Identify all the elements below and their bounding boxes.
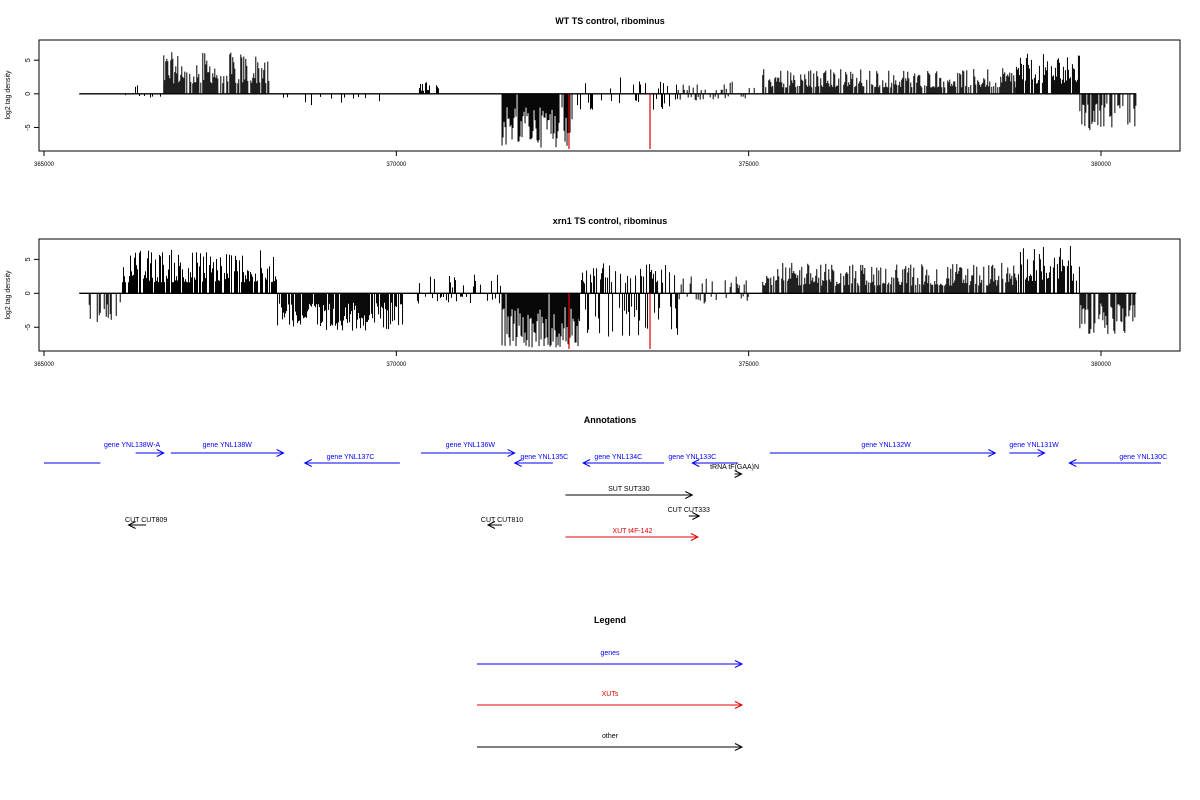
annotation-arrow-head bbox=[692, 512, 701, 520]
track-xrn1-ytick-label: 0 bbox=[25, 291, 32, 295]
track-xrn1-frame bbox=[38, 238, 1181, 352]
track-wt-xtick-label: 375000 bbox=[739, 162, 760, 168]
annotation-feature: CUT CUT333 bbox=[668, 507, 710, 520]
track-wt-ytick-label: 5 bbox=[25, 58, 32, 62]
annotation-feature: CUT CUT810 bbox=[481, 517, 523, 529]
annotation-arrow-head bbox=[988, 449, 997, 457]
annotation-label: gene YNL138W bbox=[203, 442, 253, 449]
track-xrn1-title: xrn1 TS control, ribominus bbox=[553, 216, 668, 226]
annotation-feature: XUT t4F-142 bbox=[565, 528, 700, 541]
legend-arrow-head bbox=[734, 743, 744, 751]
track-xrn1-xtick-label: 365000 bbox=[34, 362, 55, 368]
annotation-arrow-head bbox=[690, 533, 700, 541]
track-wt-bars bbox=[125, 52, 1137, 148]
annotation-feature: gene YNL137C bbox=[303, 454, 400, 467]
track-wt-ytick-label: -5 bbox=[25, 124, 32, 130]
annotation-arrow-head bbox=[691, 459, 700, 467]
annotation-label: CUT CUT809 bbox=[125, 517, 167, 524]
annotations-title: Annotations bbox=[584, 415, 637, 425]
annotation-feature: gene YNL131W bbox=[1009, 442, 1059, 457]
annotation-label: gene YNL136W bbox=[446, 442, 496, 449]
annotation-arrow-head bbox=[513, 459, 522, 467]
annotation-arrow-head bbox=[276, 449, 285, 457]
track-xrn1-ylabel: log2 tag density bbox=[5, 270, 12, 320]
annotation-feature: gene YNL136W bbox=[420, 442, 516, 457]
annotation-arrow-head bbox=[1037, 449, 1046, 457]
track-wt-xtick-label: 380000 bbox=[1091, 162, 1112, 168]
track-wt-xtick-label: 370000 bbox=[386, 162, 407, 168]
track-xrn1-bars bbox=[88, 245, 1136, 348]
annotation-arrow-head bbox=[734, 470, 743, 478]
annotation-label: CUT CUT810 bbox=[481, 517, 523, 524]
annotation-arrow-head bbox=[1068, 459, 1077, 467]
annotation-feature: gene YNL133C bbox=[668, 454, 739, 467]
track-xrn1: xrn1 TS control, ribominus log2 tag dens… bbox=[5, 216, 1181, 368]
annotation-feature: tRNA tF(GAA)N bbox=[710, 464, 759, 478]
annotation-arrow-head bbox=[156, 449, 165, 457]
track-xrn1-xtick-label: 375000 bbox=[739, 362, 760, 368]
legend-label: other bbox=[602, 733, 619, 740]
track-wt-xtick-label: 365000 bbox=[34, 162, 55, 168]
annotation-label: gene YNL137C bbox=[327, 454, 375, 461]
annotation-label: gene YNL130C bbox=[1119, 454, 1167, 461]
legend-arrow-head bbox=[734, 660, 744, 668]
annotations-panel: Annotations gene YNL138W-A gene YNL138W ge… bbox=[44, 415, 1167, 541]
legend-entry-xuts: XUTs bbox=[477, 691, 744, 709]
legend-title: Legend bbox=[594, 615, 626, 625]
legend-label: genes bbox=[600, 650, 620, 657]
track-wt-ytick-label: 0 bbox=[25, 92, 32, 96]
track-xrn1-ytick-label: -5 bbox=[25, 324, 32, 330]
annotation-label: XUT t4F-142 bbox=[612, 528, 652, 535]
legend-entry-other: other bbox=[477, 733, 744, 751]
annotation-label: tRNA tF(GAA)N bbox=[710, 464, 759, 471]
track-xrn1-ytick-label: 5 bbox=[25, 257, 32, 261]
annotation-label: gene YNL135C bbox=[520, 454, 568, 461]
track-wt-title: WT TS control, ribominus bbox=[555, 16, 665, 26]
annotation-label: gene YNL132W bbox=[861, 442, 911, 449]
annotation-label: CUT CUT333 bbox=[668, 507, 710, 514]
annotation-feature: gene YNL138W-A bbox=[104, 442, 165, 457]
annotation-feature: gene YNL132W bbox=[769, 442, 997, 457]
track-wt-frame bbox=[38, 39, 1181, 152]
annotation-arrow-head bbox=[581, 459, 591, 467]
annotation-arrow-head bbox=[507, 449, 516, 457]
annotation-feature: gene YNL134C bbox=[581, 454, 665, 467]
legend-arrow-head bbox=[734, 701, 744, 709]
legend-entry-genes: genes bbox=[477, 650, 744, 668]
track-xrn1-xtick-label: 380000 bbox=[1091, 362, 1112, 368]
annotation-arrow-head bbox=[486, 521, 496, 529]
annotation-arrow-head bbox=[127, 521, 136, 529]
annotation-label: gene YNL133C bbox=[668, 454, 716, 461]
track-wt-ylabel: log2 tag density bbox=[5, 70, 12, 120]
annotation-feature: CUT CUT809 bbox=[125, 517, 167, 529]
annotation-feature: gene YNL138W bbox=[170, 442, 285, 457]
track-xrn1-xtick-label: 370000 bbox=[386, 362, 407, 368]
annotation-arrow-head bbox=[685, 491, 694, 499]
annotation-arrow-head bbox=[303, 459, 312, 467]
track-wt: WT TS control, ribominus log2 tag densit… bbox=[5, 16, 1181, 168]
legend-label: XUTs bbox=[602, 691, 619, 698]
annotation-feature: gene YNL135C bbox=[513, 454, 568, 467]
legend-panel: Legend genes XUTs other bbox=[477, 615, 744, 751]
annotation-feature: gene YNL130C bbox=[1068, 454, 1167, 467]
annotation-label: SUT SUT330 bbox=[608, 486, 650, 493]
annotation-label: gene YNL134C bbox=[594, 454, 642, 461]
annotation-feature: SUT SUT330 bbox=[565, 486, 694, 499]
annotation-label: gene YNL138W-A bbox=[104, 442, 160, 449]
annotation-label: gene YNL131W bbox=[1009, 442, 1059, 449]
